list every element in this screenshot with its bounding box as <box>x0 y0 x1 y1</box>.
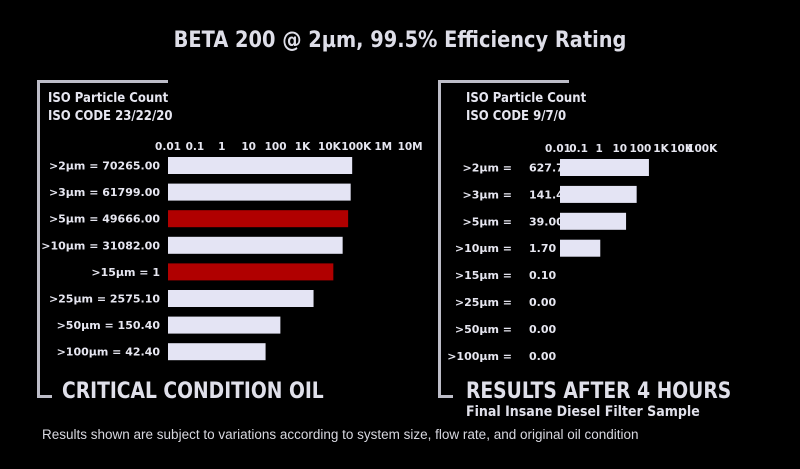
left-header-line2: ISO CODE 23/22/20 <box>48 109 173 124</box>
left-category-label: >100µm = 42.40 <box>57 346 161 359</box>
right-value-label: 0.00 <box>529 296 556 309</box>
right-tick-label: 1 <box>596 143 603 155</box>
left-tick-label: 100 <box>265 141 287 153</box>
left-panel-bracket <box>37 80 168 398</box>
right-panel-bracket <box>438 80 569 398</box>
left-footer-label: CRITICAL CONDITION OIL <box>62 379 324 404</box>
right-category-label: >25µm = <box>455 296 512 309</box>
left-tick-label: 10 <box>241 141 256 153</box>
right-bar <box>560 159 649 176</box>
right-tick-label: 100 <box>629 143 651 155</box>
left-category-label: >3µm = 61799.00 <box>49 186 160 199</box>
left-tick-label: 10K <box>318 141 342 153</box>
right-bar <box>560 185 637 203</box>
left-bar <box>168 263 334 281</box>
left-category-label: >50µm = 150.40 <box>57 319 161 332</box>
right-value-label: 0.10 <box>529 269 556 282</box>
right-bar <box>560 212 627 230</box>
right-value-label: 0.00 <box>529 350 556 363</box>
left-tick-label: 0.01 <box>155 141 181 153</box>
left-header-line1: ISO Particle Count <box>48 91 169 106</box>
left-tick-label: 100K <box>341 141 372 153</box>
left-category-label: >25µm = 2575.10 <box>49 293 160 306</box>
footnote: Results shown are subject to variations … <box>42 427 639 442</box>
left-tick-label: 1 <box>218 141 225 153</box>
left-bar <box>168 157 353 174</box>
right-category-label: >15µm = <box>455 269 512 282</box>
left-bar <box>168 343 266 361</box>
right-category-label: >100µm = <box>447 350 512 363</box>
right-tick-label: 0.01 <box>545 143 571 155</box>
left-tick-label: 1K <box>295 141 311 153</box>
right-tick-label: 10K <box>670 143 694 155</box>
right-subfooter-label: Final Insane Diesel Filter Sample <box>466 404 700 420</box>
right-tick-label: 10 <box>612 143 627 155</box>
right-value-label: 0.00 <box>529 323 556 336</box>
right-tick-label: 1K <box>653 143 669 155</box>
left-tick-label: 0.1 <box>186 141 205 153</box>
left-bar <box>168 316 281 334</box>
right-category-label: >50µm = <box>455 323 512 336</box>
left-bar <box>168 183 351 201</box>
right-category-label: >10µm = <box>455 242 512 255</box>
right-value-label: 39.00 <box>529 215 564 228</box>
left-bar <box>168 210 349 228</box>
left-tick-label: 1M <box>374 141 392 153</box>
right-category-label: >3µm = <box>463 188 512 201</box>
right-tick-label: 100K <box>687 143 718 155</box>
right-value-label: 1.70 <box>529 242 556 255</box>
left-bar <box>168 290 314 307</box>
page-title: BETA 200 @ 2µm, 99.5% Efficiency Rating <box>173 28 627 53</box>
right-bar <box>560 239 601 257</box>
right-header-line2: ISO CODE 9/7/0 <box>466 109 567 124</box>
left-category-label: >15µm = 1 <box>91 266 160 279</box>
left-category-label: >5µm = 49666.00 <box>49 213 160 226</box>
left-bar <box>168 236 343 254</box>
right-footer-label: RESULTS AFTER 4 HOURS <box>466 379 732 404</box>
right-tick-label: 0.1 <box>569 143 588 155</box>
left-category-label: >2µm = 70265.00 <box>49 160 160 173</box>
right-header-line1: ISO Particle Count <box>466 91 587 106</box>
right-category-label: >2µm = <box>463 162 512 175</box>
left-category-label: >10µm = 31082.00 <box>41 239 160 252</box>
left-tick-label: 10M <box>398 141 423 153</box>
right-category-label: >5µm = <box>463 215 512 228</box>
